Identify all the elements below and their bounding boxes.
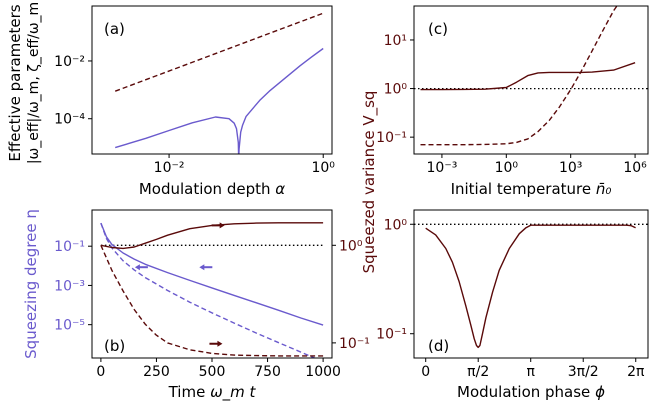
panel-b-arrow-0-head (219, 222, 225, 229)
panel-c-xtick-label: 10⁰ (495, 160, 519, 176)
panel-b-ytick-right-label: 10⁰ (339, 238, 363, 254)
panel-d-series-1-solid-line (425, 224, 636, 349)
panel-a-ylabel-line1: Effective parameters (6, 4, 24, 161)
panel-d: 0 π/2 π 3π/2 2π 10⁻¹ 10⁰ (d) Modulation phase … (376, 209, 649, 401)
panel-a-ylabel-line2: |ω_eff|/ω_m, ζ_eff/ω_m (26, 2, 42, 164)
panel-d-xtick-label: π (527, 364, 536, 380)
panel-c-series-2-dashed-line (420, 6, 618, 146)
panel-d-ytick-label: 10⁻¹ (376, 327, 407, 343)
panel-a-series-group (114, 12, 324, 154)
panel-d-plot: 0 π/2 π 3π/2 2π 10⁻¹ 10⁰ (376, 217, 648, 380)
panel-c-xlabel: Initial temperature n̄₀ (451, 180, 612, 198)
panel-a-tag: (a) (104, 20, 125, 38)
panel-b-xtick-label: 250 (143, 364, 170, 380)
panel-a-xtick-label: 10⁻² (154, 160, 185, 176)
panel-c-tag: (c) (428, 20, 448, 38)
panel-a-xtick-label: 10⁰ (311, 160, 335, 176)
panel-a-series-1-solid-line (114, 47, 324, 154)
panel-b-tag: (b) (104, 337, 125, 355)
panel-d-tag: (d) (428, 337, 449, 355)
panel-b-ytick-label: 10⁻¹ (54, 239, 85, 255)
panel-b-xtick-label: 750 (254, 364, 281, 380)
panel-b-ytick-right-label: 10⁻¹ (339, 336, 370, 352)
panel-a-xlabel: Modulation depth α (139, 180, 285, 198)
panel-b-xtick-label: 1000 (305, 364, 341, 380)
panel-a-ytick-label: 10⁻² (54, 54, 85, 70)
panel-c: 10⁻³ 10⁰ 10³ 10⁶ 10⁻¹ 10⁰ 10¹ (c) Initial temp… (360, 5, 649, 274)
panel-b-series-3-solid-line (100, 222, 324, 250)
panel-c-ytick-label: 10⁰ (384, 82, 408, 98)
panel-c-ytick-label: 10¹ (384, 33, 407, 49)
panel-c-series-1-solid-line (420, 62, 636, 91)
panel-a-series-0-dashed-line (114, 12, 324, 92)
panel-a: 10⁻² 10⁰ 10⁻⁴ 10⁻² (a) Modulation depth α E… (6, 2, 335, 198)
panel-c-xtick-label: 10³ (559, 160, 582, 176)
panel-a-plot: 10⁻² 10⁰ 10⁻⁴ 10⁻² (54, 12, 335, 176)
panel-d-xtick-label: 3π/2 (568, 364, 599, 380)
panel-a-ytick-label: 10⁻⁴ (54, 112, 85, 128)
panel-d-series-group (414, 223, 648, 349)
panel-b: 0 250 500 750 1000 10⁻¹ 10⁻³ 10⁻⁵ 10⁰ 10⁻¹ (b) Ti… (22, 209, 370, 402)
panel-d-ytick-label: 10⁰ (384, 217, 408, 233)
panel-b-series-2-dashed-line (100, 222, 317, 358)
panel-b-frame (91, 209, 333, 359)
panel-b-arrow-2-head (199, 264, 205, 271)
panel-d-xtick-label: π/2 (467, 364, 489, 380)
panel-d-frame (413, 209, 649, 359)
panel-b-ytick-label: 10⁻⁵ (54, 318, 85, 334)
panel-c-xtick-label: 10⁶ (623, 160, 647, 176)
panel-b-xlabel: Time ω_m t (168, 383, 257, 402)
panel-c-plot: 10⁻³ 10⁰ 10³ 10⁶ 10⁻¹ 10⁰ 10¹ (376, 6, 648, 176)
panel-c-ylabel: Squeezed variance V_sq (360, 91, 379, 274)
panel-d-xtick-label: 2π (627, 364, 645, 380)
panel-c-series-group (414, 6, 648, 146)
panel-b-ytick-label: 10⁻³ (54, 278, 85, 294)
panel-c-frame (413, 5, 649, 155)
panel-a-frame (91, 5, 333, 155)
panel-b-series-group (100, 222, 324, 358)
panel-b-series-1-solid-line (100, 222, 324, 326)
panel-b-series-4-dashed-line (100, 245, 324, 357)
panel-b-xtick-label: 0 (96, 364, 105, 380)
panel-b-arrow-1-head (134, 264, 140, 271)
panel-c-ytick-label: 10⁻¹ (376, 130, 407, 146)
panel-b-plot: 0 250 500 750 1000 10⁻¹ 10⁻³ 10⁻⁵ 10⁰ 10⁻¹ (54, 222, 370, 380)
panel-d-xtick-label: 0 (421, 364, 430, 380)
panel-b-arrow-3-head (217, 340, 223, 347)
panel-c-xtick-label: 10⁻³ (427, 160, 458, 176)
panel-b-ylabel-left: Squeezing degree η (22, 209, 40, 359)
panel-b-xtick-label: 500 (199, 364, 226, 380)
panel-d-xlabel: Modulation phase ϕ (457, 383, 605, 401)
